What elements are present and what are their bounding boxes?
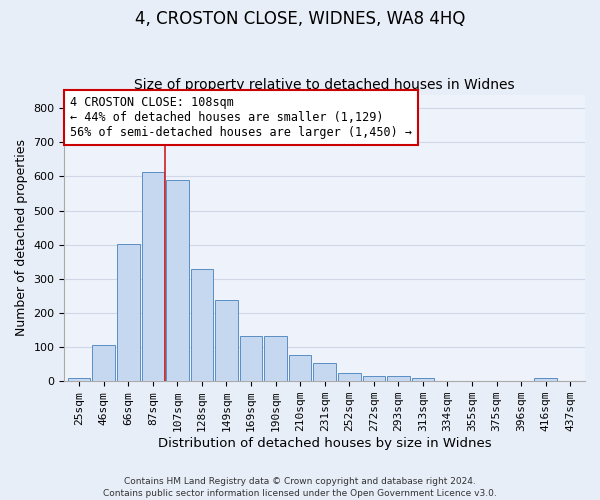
Bar — [68, 378, 91, 381]
Bar — [264, 336, 287, 381]
Y-axis label: Number of detached properties: Number of detached properties — [15, 140, 28, 336]
Bar — [362, 376, 385, 381]
Bar — [313, 364, 336, 381]
Bar — [289, 354, 311, 381]
Bar — [338, 374, 361, 381]
Bar — [215, 300, 238, 381]
Bar — [387, 376, 410, 381]
Bar — [535, 378, 557, 381]
Bar — [166, 180, 188, 381]
Bar — [191, 268, 213, 381]
Text: 4 CROSTON CLOSE: 108sqm
← 44% of detached houses are smaller (1,129)
56% of semi: 4 CROSTON CLOSE: 108sqm ← 44% of detache… — [70, 96, 412, 139]
Text: Contains HM Land Registry data © Crown copyright and database right 2024.
Contai: Contains HM Land Registry data © Crown c… — [103, 476, 497, 498]
Title: Size of property relative to detached houses in Widnes: Size of property relative to detached ho… — [134, 78, 515, 92]
X-axis label: Distribution of detached houses by size in Widnes: Distribution of detached houses by size … — [158, 437, 491, 450]
Bar — [412, 378, 434, 381]
Text: 4, CROSTON CLOSE, WIDNES, WA8 4HQ: 4, CROSTON CLOSE, WIDNES, WA8 4HQ — [135, 10, 465, 28]
Bar — [117, 244, 140, 381]
Bar — [92, 346, 115, 381]
Bar — [240, 336, 262, 381]
Bar — [142, 172, 164, 381]
